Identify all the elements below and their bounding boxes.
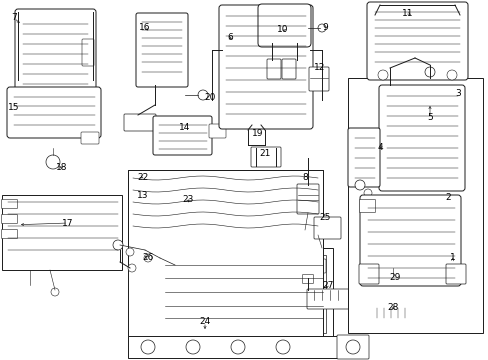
Circle shape	[141, 340, 155, 354]
Text: 29: 29	[388, 274, 400, 283]
FancyBboxPatch shape	[358, 264, 378, 284]
FancyBboxPatch shape	[124, 114, 156, 131]
FancyBboxPatch shape	[7, 87, 101, 138]
FancyBboxPatch shape	[82, 39, 94, 66]
FancyBboxPatch shape	[366, 2, 467, 80]
Text: 27: 27	[322, 280, 333, 289]
Text: 7: 7	[11, 13, 17, 22]
FancyBboxPatch shape	[136, 13, 187, 87]
Circle shape	[51, 288, 59, 296]
Text: 10: 10	[277, 26, 288, 35]
Text: 22: 22	[137, 174, 148, 183]
FancyBboxPatch shape	[15, 9, 96, 97]
Circle shape	[377, 70, 387, 80]
FancyBboxPatch shape	[359, 199, 375, 212]
Text: 1: 1	[449, 253, 455, 262]
Circle shape	[446, 70, 456, 80]
FancyBboxPatch shape	[258, 4, 310, 47]
Circle shape	[317, 24, 325, 32]
Bar	[128, 336, 337, 358]
FancyBboxPatch shape	[161, 259, 183, 273]
FancyBboxPatch shape	[208, 124, 225, 138]
FancyBboxPatch shape	[308, 67, 328, 91]
Text: 6: 6	[226, 33, 232, 42]
Circle shape	[126, 248, 134, 256]
Bar	[347, 78, 482, 333]
FancyBboxPatch shape	[1, 215, 18, 224]
Text: 13: 13	[137, 190, 148, 199]
FancyBboxPatch shape	[1, 199, 18, 208]
Text: 14: 14	[179, 123, 190, 132]
FancyBboxPatch shape	[370, 307, 414, 325]
Circle shape	[143, 254, 152, 262]
Circle shape	[185, 340, 200, 354]
Text: 3: 3	[454, 89, 460, 98]
Text: 21: 21	[259, 148, 270, 158]
FancyBboxPatch shape	[378, 85, 464, 191]
Circle shape	[385, 276, 399, 290]
FancyBboxPatch shape	[359, 195, 460, 286]
Circle shape	[289, 300, 299, 310]
Text: 20: 20	[204, 94, 215, 103]
Text: 25: 25	[319, 213, 330, 222]
FancyBboxPatch shape	[153, 116, 212, 155]
Circle shape	[230, 340, 244, 354]
Bar	[128, 170, 323, 250]
Text: 4: 4	[376, 144, 382, 153]
Text: 26: 26	[142, 253, 153, 262]
Bar	[155, 248, 332, 338]
FancyBboxPatch shape	[308, 259, 325, 273]
Text: 11: 11	[402, 9, 413, 18]
FancyBboxPatch shape	[81, 132, 99, 144]
Circle shape	[304, 314, 315, 326]
Text: 2: 2	[444, 194, 450, 202]
FancyBboxPatch shape	[296, 184, 318, 214]
Text: 16: 16	[139, 23, 150, 32]
Text: 18: 18	[56, 163, 68, 172]
Text: 19: 19	[252, 129, 263, 138]
FancyBboxPatch shape	[219, 5, 312, 129]
Circle shape	[162, 312, 178, 328]
Bar	[2, 195, 122, 270]
Text: 12: 12	[314, 63, 325, 72]
Circle shape	[354, 180, 364, 190]
Text: 5: 5	[426, 113, 432, 122]
Text: 9: 9	[322, 23, 327, 32]
Text: 23: 23	[182, 195, 193, 204]
FancyBboxPatch shape	[313, 217, 340, 239]
Text: 8: 8	[302, 174, 307, 183]
Circle shape	[346, 340, 359, 354]
FancyBboxPatch shape	[445, 264, 465, 284]
Circle shape	[212, 312, 227, 328]
FancyBboxPatch shape	[347, 128, 379, 187]
Circle shape	[113, 240, 123, 250]
FancyBboxPatch shape	[249, 171, 280, 184]
Circle shape	[363, 189, 371, 197]
FancyBboxPatch shape	[306, 289, 348, 309]
Bar	[162, 255, 325, 333]
FancyBboxPatch shape	[266, 59, 281, 79]
Circle shape	[275, 340, 289, 354]
Circle shape	[46, 155, 60, 169]
Bar	[128, 170, 323, 338]
FancyBboxPatch shape	[250, 147, 281, 167]
Circle shape	[198, 90, 207, 100]
Circle shape	[262, 312, 278, 328]
FancyBboxPatch shape	[336, 335, 368, 359]
Text: 17: 17	[62, 219, 74, 228]
Circle shape	[128, 264, 136, 272]
Circle shape	[424, 67, 434, 77]
Text: 28: 28	[386, 303, 398, 312]
FancyBboxPatch shape	[282, 59, 295, 79]
Text: 15: 15	[8, 104, 20, 112]
FancyBboxPatch shape	[302, 274, 313, 284]
FancyBboxPatch shape	[1, 230, 18, 238]
Text: 24: 24	[199, 318, 210, 327]
